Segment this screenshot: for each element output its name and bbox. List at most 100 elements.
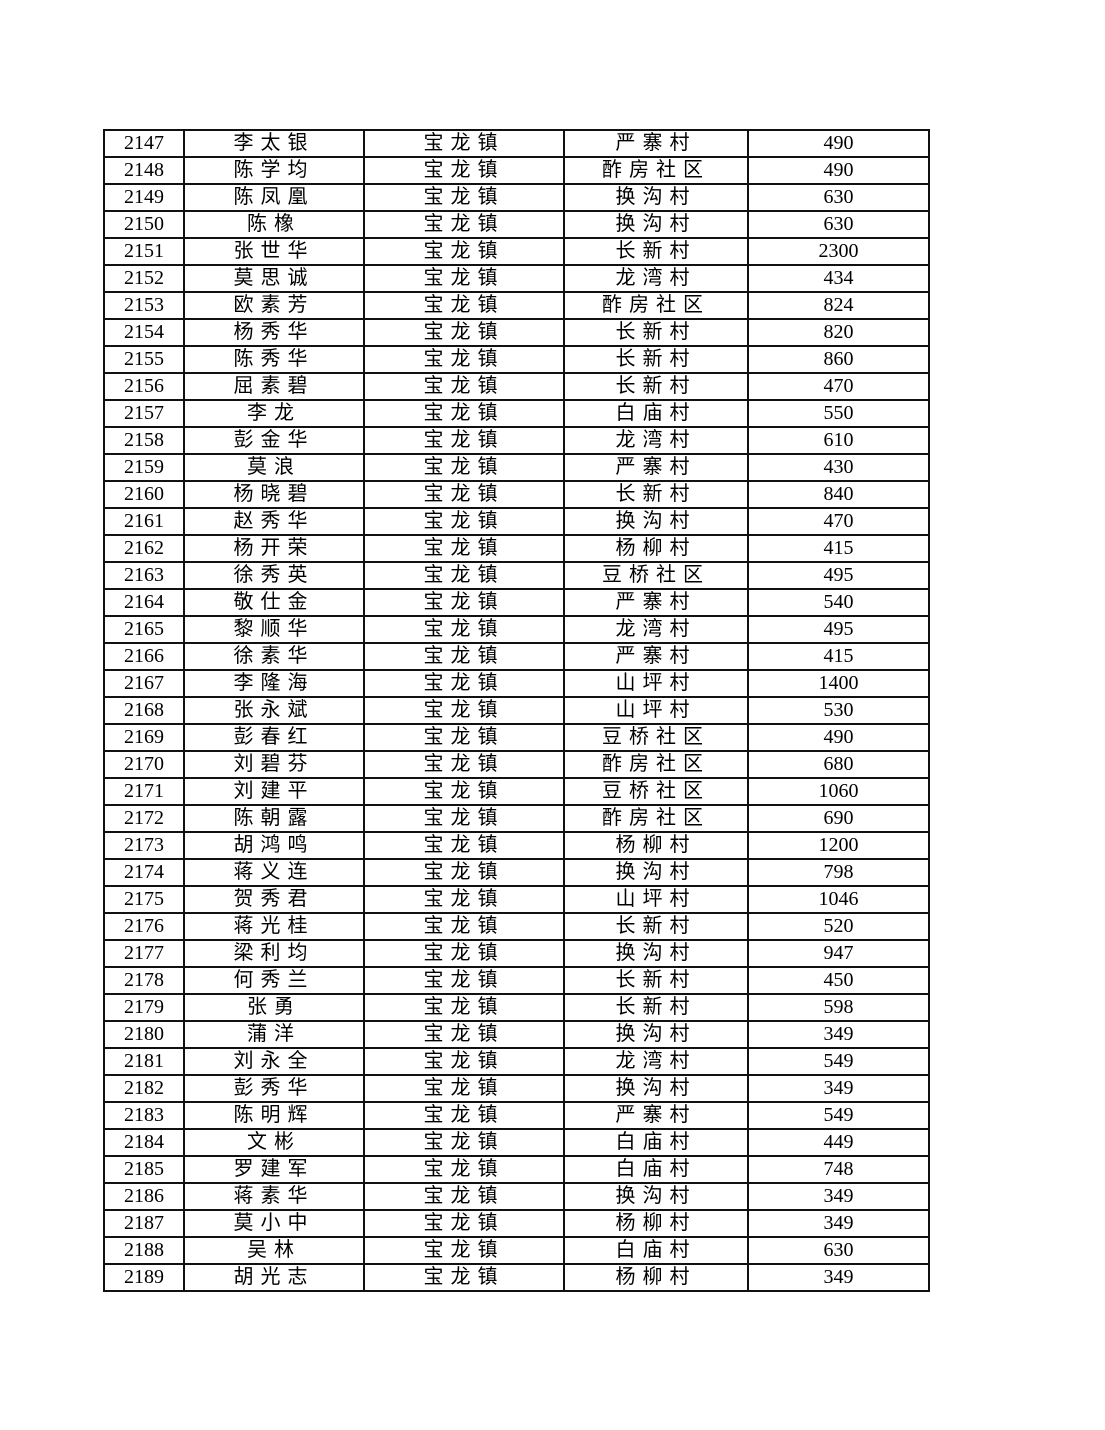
cell-town: 宝龙镇: [363, 291, 565, 320]
cell-amount: 947: [747, 939, 930, 968]
table-row: 2151 张世华 宝龙镇 长新村 2300: [103, 237, 930, 266]
cell-village: 杨柳村: [563, 534, 749, 563]
cell-town: 宝龙镇: [363, 804, 565, 833]
cell-amount: 748: [747, 1155, 930, 1184]
table-row: 2169 彭春红 宝龙镇 豆桥社区 490: [103, 723, 930, 752]
table-row: 2158 彭金华 宝龙镇 龙湾村 610: [103, 426, 930, 455]
cell-id: 2172: [103, 804, 185, 833]
table-row: 2181 刘永全 宝龙镇 龙湾村 549: [103, 1047, 930, 1076]
cell-amount: 690: [747, 804, 930, 833]
cell-town: 宝龙镇: [363, 669, 565, 698]
cell-id: 2149: [103, 183, 185, 212]
cell-town: 宝龙镇: [363, 588, 565, 617]
cell-id: 2163: [103, 561, 185, 590]
cell-town: 宝龙镇: [363, 1020, 565, 1049]
cell-amount: 598: [747, 993, 930, 1022]
cell-village: 长新村: [563, 912, 749, 941]
table-row: 2161 赵秀华 宝龙镇 换沟村 470: [103, 507, 930, 536]
table-row: 2162 杨开荣 宝龙镇 杨柳村 415: [103, 534, 930, 563]
cell-name: 陈秀华: [183, 345, 365, 374]
cell-id: 2178: [103, 966, 185, 995]
cell-village: 长新村: [563, 480, 749, 509]
cell-name: 李隆海: [183, 669, 365, 698]
cell-name: 黎顺华: [183, 615, 365, 644]
cell-village: 严寨村: [563, 453, 749, 482]
cell-name: 刘碧芬: [183, 750, 365, 779]
cell-id: 2152: [103, 264, 185, 293]
cell-id: 2183: [103, 1101, 185, 1130]
cell-village: 换沟村: [563, 1182, 749, 1211]
cell-town: 宝龙镇: [363, 156, 565, 185]
table-row: 2153 欧素芳 宝龙镇 酢房社区 824: [103, 291, 930, 320]
table-row: 2168 张永斌 宝龙镇 山坪村 530: [103, 696, 930, 725]
cell-name: 赵秀华: [183, 507, 365, 536]
cell-id: 2164: [103, 588, 185, 617]
cell-id: 2158: [103, 426, 185, 455]
cell-village: 长新村: [563, 345, 749, 374]
cell-amount: 860: [747, 345, 930, 374]
cell-village: 长新村: [563, 993, 749, 1022]
cell-town: 宝龙镇: [363, 534, 565, 563]
cell-town: 宝龙镇: [363, 561, 565, 590]
cell-name: 罗建军: [183, 1155, 365, 1184]
cell-amount: 520: [747, 912, 930, 941]
cell-town: 宝龙镇: [363, 750, 565, 779]
cell-village: 长新村: [563, 237, 749, 266]
cell-id: 2157: [103, 399, 185, 428]
cell-id: 2155: [103, 345, 185, 374]
cell-town: 宝龙镇: [363, 1155, 565, 1184]
cell-village: 杨柳村: [563, 831, 749, 860]
cell-name: 徐素华: [183, 642, 365, 671]
cell-town: 宝龙镇: [363, 399, 565, 428]
cell-id: 2169: [103, 723, 185, 752]
cell-village: 白庙村: [563, 399, 749, 428]
cell-town: 宝龙镇: [363, 642, 565, 671]
cell-village: 豆桥社区: [563, 777, 749, 806]
cell-village: 龙湾村: [563, 1047, 749, 1076]
cell-amount: 1060: [747, 777, 930, 806]
table-row: 2185 罗建军 宝龙镇 白庙村 748: [103, 1155, 930, 1184]
cell-id: 2170: [103, 750, 185, 779]
cell-town: 宝龙镇: [363, 1263, 565, 1292]
cell-id: 2186: [103, 1182, 185, 1211]
cell-amount: 449: [747, 1128, 930, 1157]
table-row: 2160 杨晓碧 宝龙镇 长新村 840: [103, 480, 930, 509]
cell-name: 陈凤凰: [183, 183, 365, 212]
cell-town: 宝龙镇: [363, 345, 565, 374]
cell-amount: 798: [747, 858, 930, 887]
cell-name: 刘永全: [183, 1047, 365, 1076]
cell-town: 宝龙镇: [363, 183, 565, 212]
cell-name: 何秀兰: [183, 966, 365, 995]
cell-amount: 490: [747, 156, 930, 185]
cell-name: 莫小中: [183, 1209, 365, 1238]
cell-name: 胡光志: [183, 1263, 365, 1292]
cell-name: 杨开荣: [183, 534, 365, 563]
cell-name: 彭春红: [183, 723, 365, 752]
table-row: 2179 张勇 宝龙镇 长新村 598: [103, 993, 930, 1022]
cell-id: 2166: [103, 642, 185, 671]
table-row: 2154 杨秀华 宝龙镇 长新村 820: [103, 318, 930, 347]
cell-amount: 490: [747, 129, 930, 158]
cell-amount: 630: [747, 210, 930, 239]
cell-village: 长新村: [563, 372, 749, 401]
cell-name: 张勇: [183, 993, 365, 1022]
cell-id: 2160: [103, 480, 185, 509]
table-row: 2167 李隆海 宝龙镇 山坪村 1400: [103, 669, 930, 698]
cell-name: 敬仕金: [183, 588, 365, 617]
cell-amount: 434: [747, 264, 930, 293]
cell-town: 宝龙镇: [363, 939, 565, 968]
cell-id: 2174: [103, 858, 185, 887]
cell-id: 2167: [103, 669, 185, 698]
cell-village: 换沟村: [563, 939, 749, 968]
table-row: 2170 刘碧芬 宝龙镇 酢房社区 680: [103, 750, 930, 779]
cell-amount: 630: [747, 183, 930, 212]
cell-town: 宝龙镇: [363, 480, 565, 509]
table-row: 2156 屈素碧 宝龙镇 长新村 470: [103, 372, 930, 401]
cell-id: 2168: [103, 696, 185, 725]
cell-village: 龙湾村: [563, 615, 749, 644]
cell-amount: 549: [747, 1101, 930, 1130]
cell-name: 蒋光桂: [183, 912, 365, 941]
table-row: 2183 陈明辉 宝龙镇 严寨村 549: [103, 1101, 930, 1130]
cell-name: 屈素碧: [183, 372, 365, 401]
table-row: 2157 李龙 宝龙镇 白庙村 550: [103, 399, 930, 428]
